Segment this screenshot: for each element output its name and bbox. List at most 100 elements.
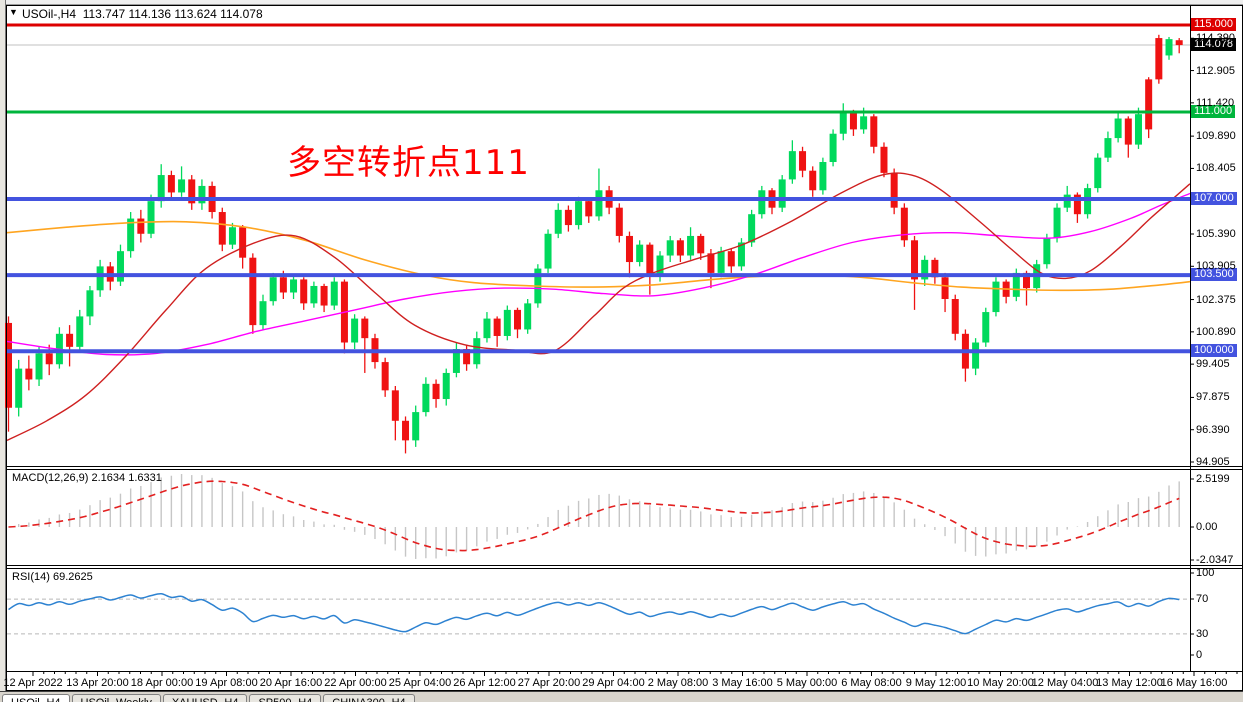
time-label: 13 May 12:00 bbox=[1096, 677, 1163, 689]
candle-body bbox=[900, 207, 908, 241]
time-label: 18 Apr 00:00 bbox=[130, 677, 194, 689]
time-label: 5 May 00:00 bbox=[776, 677, 838, 689]
rsi-name: RSI(14) bbox=[12, 571, 50, 583]
candle-body bbox=[1023, 272, 1030, 289]
candle-body bbox=[361, 318, 369, 339]
candle-body bbox=[737, 242, 745, 267]
hline-badge-100.000[interactable]: 100.000 bbox=[1191, 344, 1237, 358]
candle-body bbox=[493, 318, 501, 336]
hline-badge-115.000[interactable]: 115.000 bbox=[1191, 18, 1236, 31]
candle-body bbox=[931, 259, 939, 278]
candle-body bbox=[178, 179, 186, 193]
candle-body bbox=[972, 342, 980, 369]
rsi-value: 69.2625 bbox=[52, 571, 93, 583]
chart-title: USOil-,H4 113.747 114.136 113.624 114.07… bbox=[22, 7, 263, 21]
candle-body bbox=[870, 116, 878, 147]
candle-body bbox=[86, 290, 94, 317]
candle-body bbox=[239, 227, 247, 258]
candle-body bbox=[707, 253, 715, 273]
price-tick-102.375: 102.375 bbox=[1196, 293, 1236, 306]
candle-body bbox=[452, 349, 460, 373]
hline-badge-107.000[interactable]: 107.000 bbox=[1191, 191, 1237, 205]
candle-body bbox=[137, 218, 145, 234]
candle-body bbox=[259, 301, 267, 326]
candle-body bbox=[951, 299, 959, 334]
candle-body bbox=[116, 251, 124, 282]
price-tick-99.405: 99.405 bbox=[1196, 358, 1230, 371]
hline-badge-103.500[interactable]: 103.500 bbox=[1191, 268, 1237, 282]
bottom-tabs-bar: USOil-,H4USOil-,WeeklyXAUUSD-,H4SP500-,H… bbox=[0, 691, 1243, 702]
bottom-tab-china300-h4[interactable]: CHINA300-,H4 bbox=[323, 694, 415, 702]
candle-body bbox=[1063, 194, 1071, 208]
bottom-tab-sp500-h4[interactable]: SP500-,H4 bbox=[249, 694, 322, 702]
macd-axis-tick: 2.5199 bbox=[1196, 473, 1230, 485]
candle-body bbox=[788, 151, 796, 180]
bottom-tab-xauusd-h4[interactable]: XAUUSD-,H4 bbox=[162, 694, 248, 702]
bottom-tab-usoil-h4[interactable]: USOil-,H4 bbox=[2, 694, 70, 702]
candle-body bbox=[228, 227, 236, 245]
candle-body bbox=[310, 285, 318, 304]
candle-body bbox=[819, 162, 827, 191]
candle-body bbox=[483, 318, 491, 339]
candle-body bbox=[432, 383, 440, 400]
rsi-axis-tick: 0 bbox=[1196, 649, 1203, 661]
candle-body bbox=[829, 133, 837, 163]
time-label: 13 Apr 20:00 bbox=[66, 677, 129, 689]
time-label: 12 May 04:00 bbox=[1031, 677, 1099, 689]
rsi-indicator-label: RSI(14) 69.2625 bbox=[12, 571, 93, 583]
candle-body bbox=[96, 266, 104, 291]
candle-body bbox=[911, 240, 919, 280]
candle-body bbox=[330, 281, 338, 306]
time-label: 27 Apr 20:00 bbox=[517, 677, 581, 689]
candle-body bbox=[849, 111, 857, 130]
candle-body bbox=[1155, 38, 1163, 80]
candle-body bbox=[188, 179, 196, 204]
candle-body bbox=[799, 151, 807, 171]
candle-body bbox=[249, 257, 257, 326]
candle-body bbox=[564, 209, 572, 226]
ma-orange bbox=[6, 220, 1191, 292]
candle-body bbox=[76, 316, 84, 347]
chart-text-annotation[interactable]: 多空转折点111 bbox=[287, 143, 530, 183]
candle-body bbox=[625, 235, 633, 263]
candle-body bbox=[717, 251, 725, 273]
hline-badge-111.000[interactable]: 111.000 bbox=[1191, 104, 1236, 118]
candle-body bbox=[5, 322, 12, 408]
macd-indicator-label: MACD(12,26,9) 2.1634 1.6331 bbox=[12, 472, 162, 484]
candle-body bbox=[1145, 79, 1153, 130]
candle-body bbox=[1073, 194, 1081, 215]
candle-body bbox=[544, 233, 552, 269]
rsi-line bbox=[8, 593, 1180, 635]
candle-body bbox=[1053, 207, 1061, 239]
macd-value: 2.1634 bbox=[91, 472, 126, 484]
bottom-tab-usoil-weekly[interactable]: USOil-,Weekly bbox=[71, 694, 161, 702]
candle-body bbox=[1124, 118, 1132, 145]
ma-magenta bbox=[6, 192, 1191, 356]
candle-body bbox=[463, 349, 471, 365]
candle-body bbox=[1134, 114, 1142, 145]
rsi-axis-tick: 30 bbox=[1196, 628, 1209, 640]
chart-dropdown-icon[interactable]: ▼ bbox=[9, 7, 18, 17]
time-label: 22 Apr 00:00 bbox=[324, 677, 387, 689]
candle-body bbox=[1043, 238, 1051, 265]
candle-body bbox=[147, 201, 155, 234]
candle-body bbox=[727, 251, 735, 267]
symbol-period-label: USOil-,H4 bbox=[22, 7, 77, 21]
candle-body bbox=[839, 111, 847, 134]
candle-body bbox=[748, 214, 756, 243]
candle-body bbox=[1012, 272, 1020, 297]
time-label: 6 May 08:00 bbox=[841, 677, 902, 689]
time-label: 3 May 16:00 bbox=[712, 677, 773, 689]
candle-body bbox=[381, 362, 389, 391]
candle-body bbox=[880, 146, 888, 173]
candle-body bbox=[412, 412, 420, 441]
rsi-axis-tick: 70 bbox=[1196, 593, 1209, 605]
macd-signal-line bbox=[8, 480, 1180, 552]
time-label: 26 Apr 12:00 bbox=[453, 677, 516, 689]
candle-body bbox=[1114, 118, 1122, 139]
macd-axis-tick: -2.0347 bbox=[1196, 554, 1234, 566]
time-label: 9 May 12:00 bbox=[905, 677, 967, 689]
candle-body bbox=[269, 277, 277, 302]
